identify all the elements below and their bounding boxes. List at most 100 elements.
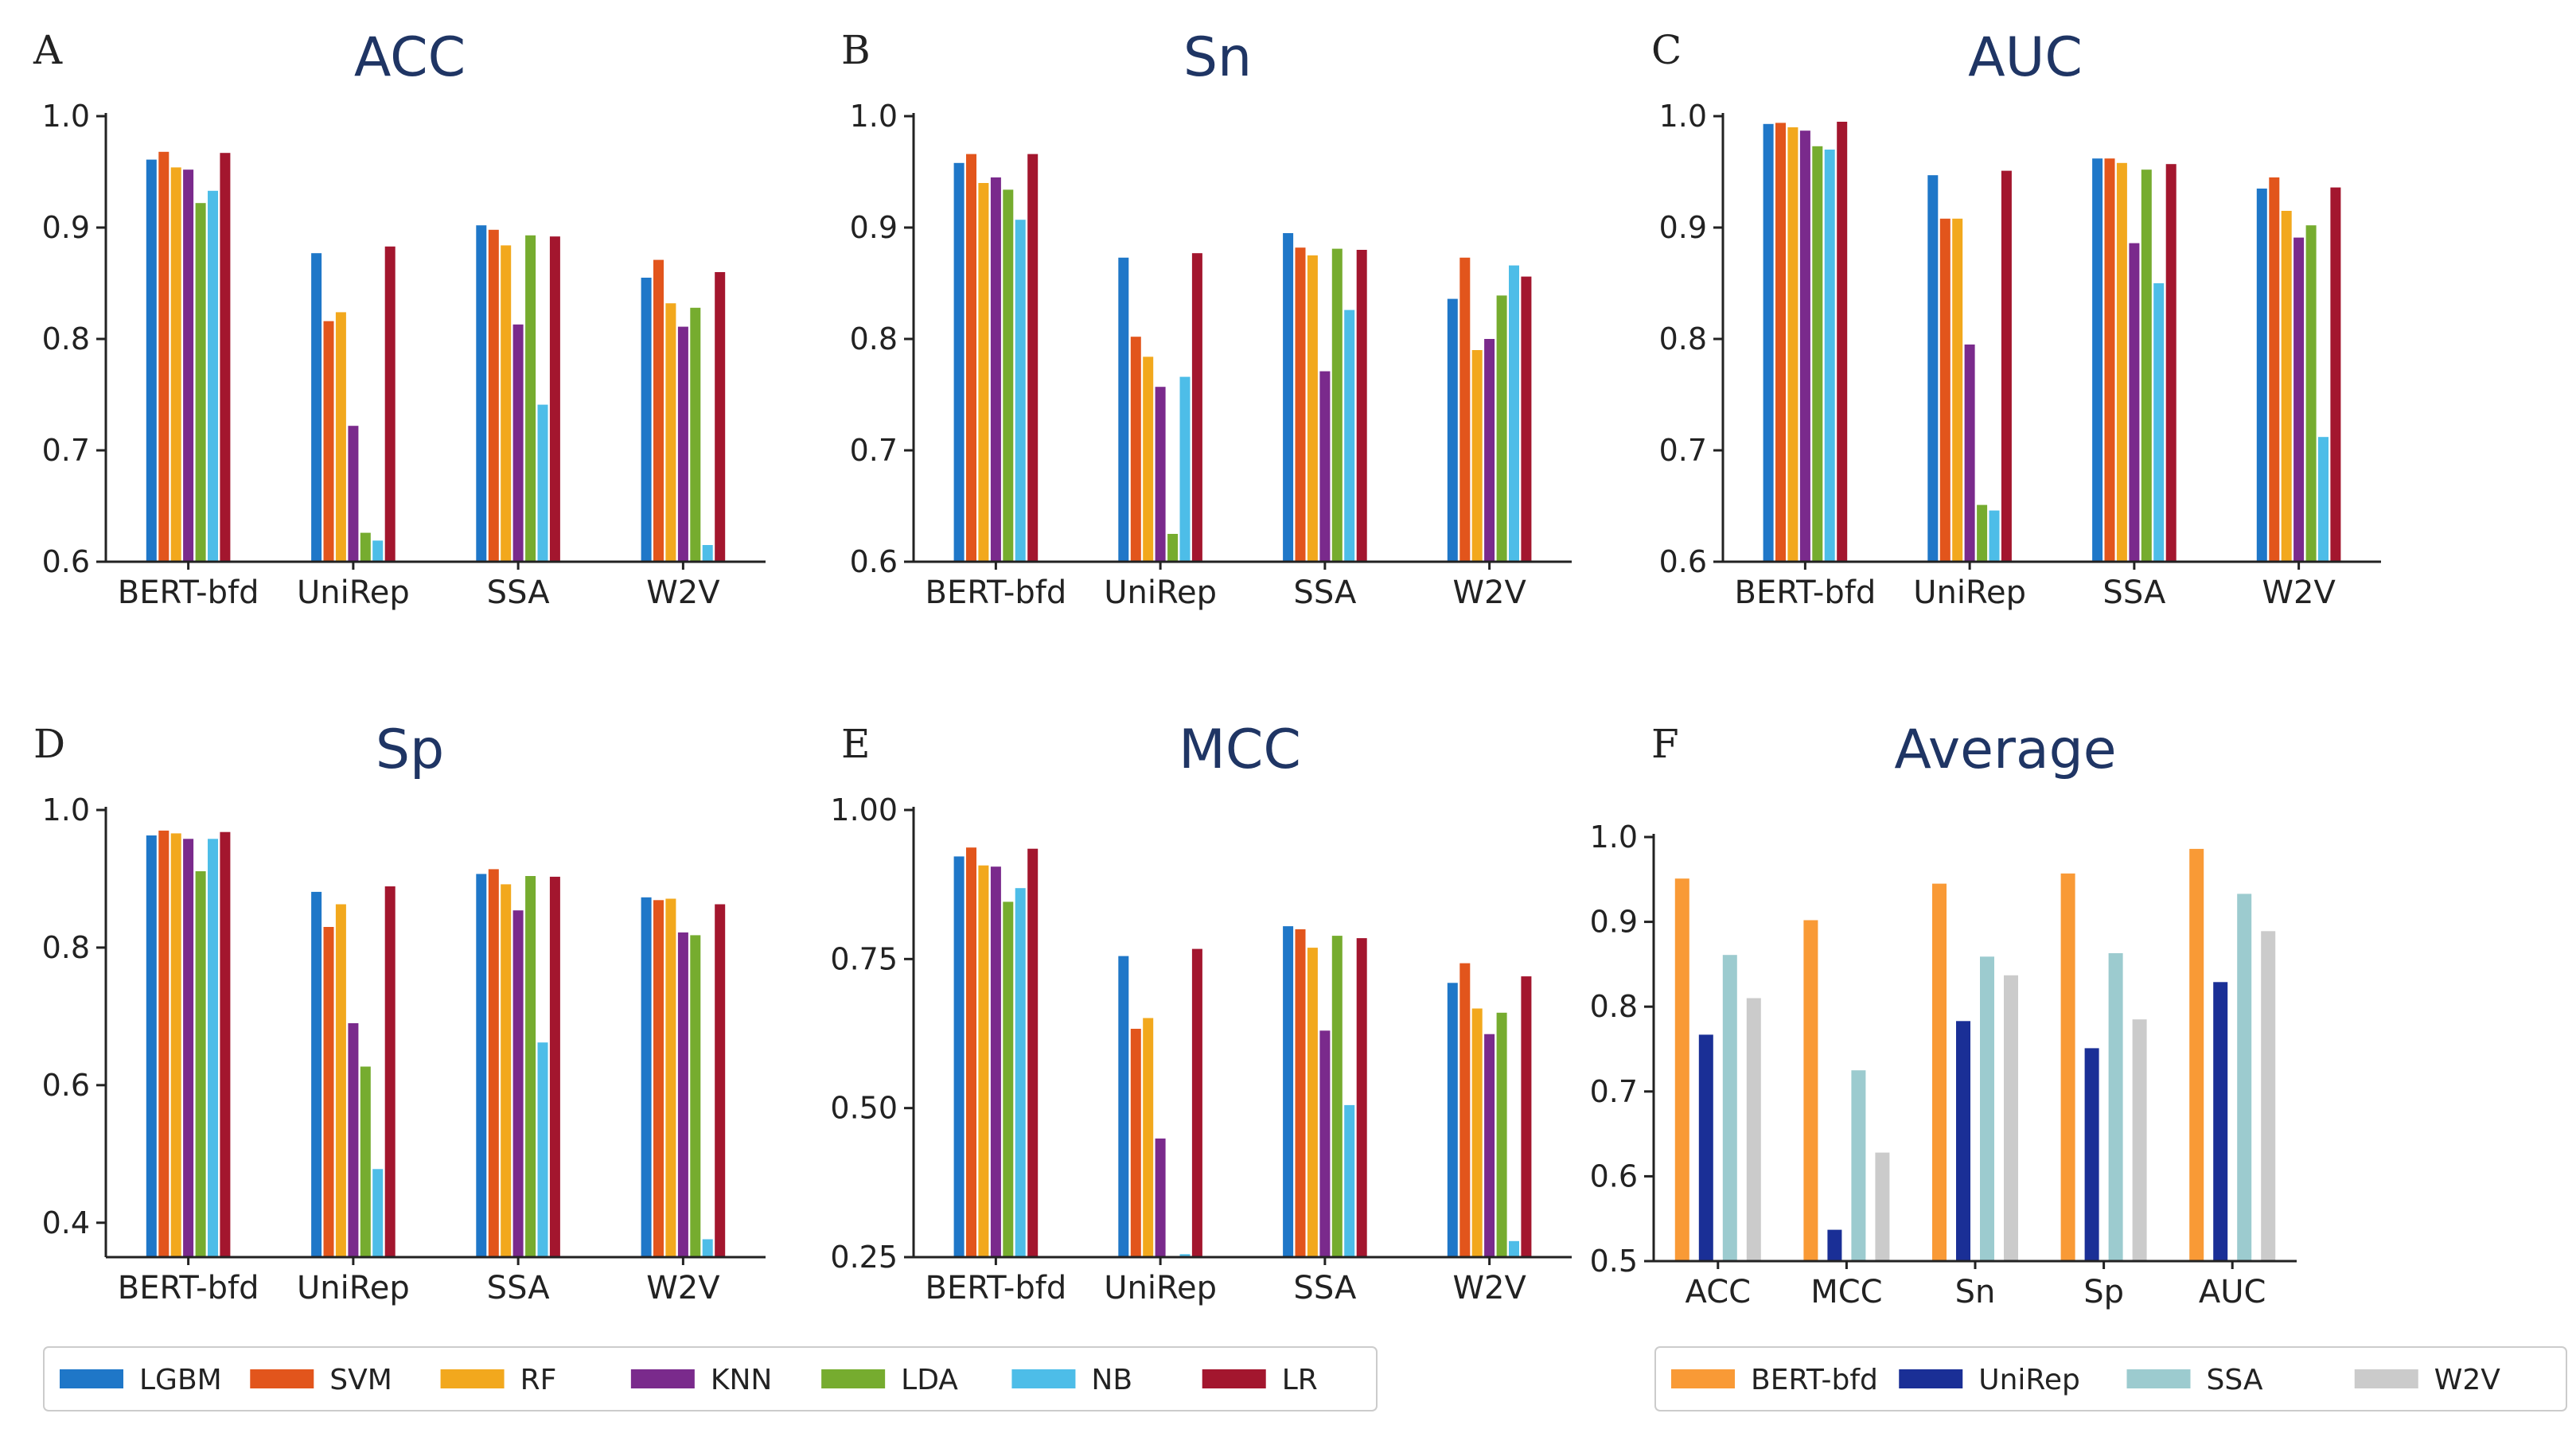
bar-knn-w2v (1484, 1034, 1495, 1257)
bar-nb-ssa (2153, 283, 2165, 562)
bar-unirep-acc (1698, 1034, 1713, 1261)
bar-bert-bfd-auc (2189, 848, 2204, 1261)
y-tick-label: 0.7 (1590, 1074, 1638, 1109)
bar-lda-ssa (1331, 248, 1343, 562)
y-tick-label: 0.7 (42, 433, 90, 468)
bar-rf-ssa (501, 245, 512, 562)
chart-title: AUC (1968, 26, 2083, 89)
x-tick-label: SSA (487, 574, 551, 611)
bar-lgbm-unirep (1118, 257, 1129, 562)
chart-panel-a: A ACC 0.6 0.7 0.8 0.9 1.0 BERT-bfd UniRep SSA W2V (33, 26, 766, 611)
legend-swatch-w2v (2354, 1369, 2418, 1388)
bar-nb-bert-bfd (1824, 150, 1835, 562)
bar-lgbm-ssa (476, 874, 487, 1257)
bar-nb-unirep (372, 540, 384, 562)
bar-lda-unirep (1167, 534, 1179, 562)
legend-swatch-nb (1011, 1369, 1076, 1388)
bar-nb-bert-bfd (1015, 220, 1026, 562)
y-tick-label: 0.6 (1590, 1158, 1638, 1193)
panel-letter: F (1651, 721, 1679, 767)
bar-knn-ssa (512, 910, 524, 1257)
bar-rf-unirep (1952, 218, 1963, 562)
bar-knn-ssa (2129, 243, 2140, 562)
panel-letter: B (841, 27, 871, 73)
bar-lr-unirep (384, 246, 396, 562)
bar-lr-bert-bfd (1027, 154, 1039, 563)
y-tick-label: 1.0 (1590, 820, 1638, 855)
x-tick-label: Sn (1955, 1274, 1996, 1310)
x-tick-label: BERT-bfd (118, 574, 259, 611)
bar-nb-w2v (1509, 1240, 1519, 1257)
x-tick-label: SSA (1293, 1270, 1357, 1306)
bar-lda-unirep (360, 1066, 371, 1257)
bar-lr-w2v (2330, 187, 2341, 562)
y-tick-label: 0.8 (850, 321, 898, 356)
bar-rf-w2v (665, 898, 676, 1257)
y-tick-label: 1.0 (1659, 99, 1707, 134)
panel-letter: E (841, 721, 871, 767)
bar-lgbm-unirep (311, 891, 322, 1257)
y-tick-label: 0.9 (1590, 905, 1638, 940)
chart-panel-c: C AUC 0.6 0.7 0.8 0.9 1.0 BERT-bfd UniRep SSA W2V (1651, 26, 2381, 611)
legend-label-rf: RF (520, 1364, 557, 1396)
bar-ssa-auc (2237, 894, 2252, 1261)
bar-rf-ssa (2116, 162, 2127, 563)
bar-ssa-sn (1980, 956, 1994, 1261)
bar-svm-unirep (1130, 1029, 1141, 1257)
bar-rf-unirep (335, 904, 346, 1257)
chart-title: Sp (376, 718, 444, 781)
legend-label-nb: NB (1091, 1364, 1132, 1396)
bar-nb-bert-bfd (208, 190, 218, 563)
legend-label-lda: LDA (901, 1364, 958, 1396)
legend-label-knn: KNN (711, 1364, 772, 1396)
bar-lda-w2v (2305, 225, 2317, 562)
bar-lda-bert-bfd (1003, 901, 1014, 1257)
bar-nb-bert-bfd (208, 839, 218, 1257)
bar-lda-ssa (2141, 169, 2152, 562)
bar-lda-ssa (525, 235, 536, 562)
bar-knn-unirep (1155, 1138, 1166, 1257)
bar-rf-w2v (1471, 350, 1483, 562)
legend-swatch-lr (1202, 1369, 1266, 1388)
legend-label-unirep: UniRep (1978, 1364, 2080, 1396)
y-tick-label: 1.0 (850, 99, 898, 134)
bar-svm-w2v (1459, 257, 1471, 562)
legend-label-bert-bfd: BERT-bfd (1751, 1364, 1878, 1396)
bar-nb-unirep (1179, 376, 1191, 562)
bar-unirep-mcc (1827, 1229, 1842, 1261)
bar-rf-w2v (665, 303, 676, 562)
bar-rf-w2v (1471, 1008, 1483, 1257)
legend-label-w2v: W2V (2434, 1364, 2501, 1396)
bar-knn-bert-bfd (990, 866, 1001, 1257)
bar-ssa-acc (1722, 955, 1737, 1261)
bar-knn-unirep (1155, 387, 1166, 562)
y-tick-label: 0.6 (42, 1068, 90, 1103)
bar-nb-w2v (2318, 437, 2329, 562)
bar-svm-bert-bfd (966, 847, 976, 1257)
y-tick-label: 0.9 (850, 210, 898, 245)
y-tick-label: 1.0 (42, 99, 90, 134)
chart-panel-f: F Average 0.5 0.6 0.7 0.8 0.9 1.0 ACC MCC Sn Sp AUC (1590, 718, 2297, 1310)
bar-lgbm-ssa (2092, 158, 2103, 562)
bar-rf-unirep (1143, 356, 1154, 562)
x-tick-label: UniRep (297, 1270, 410, 1306)
bar-w2v-auc (2261, 931, 2276, 1261)
legend-swatch-ssa (2126, 1369, 2191, 1388)
bar-lgbm-unirep (1118, 956, 1129, 1257)
bar-lr-bert-bfd (220, 831, 231, 1257)
bar-svm-w2v (2269, 177, 2280, 562)
x-tick-label: UniRep (297, 574, 410, 611)
bar-lr-ssa (1356, 938, 1367, 1257)
x-tick-label: BERT-bfd (1735, 574, 1876, 611)
bar-nb-ssa (1344, 310, 1355, 562)
x-tick-label: SSA (1293, 574, 1357, 611)
bar-svm-ssa (488, 229, 499, 562)
bar-lr-w2v (715, 904, 726, 1257)
bar-lda-bert-bfd (1812, 146, 1823, 563)
bar-lgbm-unirep (311, 253, 322, 562)
bar-svm-unirep (323, 321, 334, 562)
bar-lgbm-bert-bfd (953, 162, 965, 563)
bar-lr-ssa (1356, 250, 1367, 562)
bar-rf-unirep (1143, 1018, 1154, 1257)
bar-knn-bert-bfd (183, 839, 194, 1257)
